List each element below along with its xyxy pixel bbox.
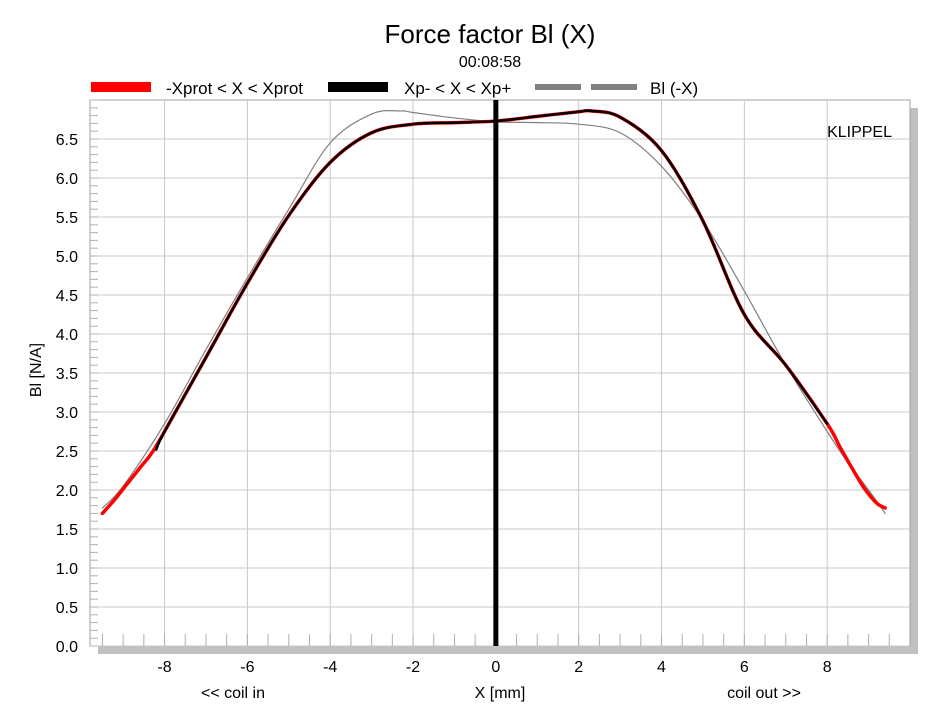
legend-label-xprot: -Xprot < X < Xprot [166,79,303,98]
y-tick-label: 3.5 [56,366,78,383]
y-tick-label: 4.0 [56,327,78,344]
x-tick-label: 8 [823,659,832,676]
y-tick-label: 0.5 [56,600,78,617]
y-tick-label: 5.5 [56,210,78,227]
x-tick-label: -6 [240,659,254,676]
x-axis-label: X [mm] [475,685,526,702]
y-axis-label: Bl [N/A] [28,343,45,397]
y-tick-label: 1.5 [56,522,78,539]
chart-title: Force factor Bl (X) [385,19,596,49]
x-axis-label-right: coil out >> [727,685,801,702]
x-tick-label: -2 [406,659,420,676]
watermark: KLIPPEL [827,124,892,141]
x-tick-labels: -8 -6 -4 -2 0 2 4 6 8 [157,659,831,676]
x-axis-label-left: << coil in [201,685,265,702]
legend-entry-bl-neg-x: Bl (-X) [535,79,698,98]
y-tick-labels: 0.0 0.5 1.0 1.5 2.0 2.5 3.0 3.5 4.0 4.5 5.0 5.5 6.0 6… [56,132,78,656]
y-tick-label: 4.5 [56,288,78,305]
y-tick-label: 2.5 [56,444,78,461]
x-tick-label: -4 [323,659,337,676]
minor-ticks [90,99,890,647]
legend-entry-xprot: -Xprot < X < Xprot [91,79,303,98]
y-tick-label: 6.5 [56,132,78,149]
grid [90,100,910,647]
legend-label-xp: Xp- < X < Xp+ [404,79,511,98]
x-tick-label: 2 [574,659,583,676]
legend: -Xprot < X < Xprot Xp- < X < Xp+ Bl (-X) [91,79,698,98]
x-tick-label: 0 [491,659,500,676]
y-tick-label: 6.0 [56,171,78,188]
y-tick-label: 3.0 [56,405,78,422]
x-tick-label: -8 [157,659,171,676]
x-tick-label: 4 [657,659,666,676]
y-tick-label: 2.0 [56,483,78,500]
chart-subtitle: 00:08:58 [459,54,521,71]
legend-entry-xp: Xp- < X < Xp+ [328,79,511,98]
y-tick-label: 0.0 [56,639,78,656]
legend-label-bl-neg-x: Bl (-X) [650,79,698,98]
y-tick-label: 5.0 [56,249,78,266]
y-tick-label: 1.0 [56,561,78,578]
x-tick-label: 6 [740,659,749,676]
